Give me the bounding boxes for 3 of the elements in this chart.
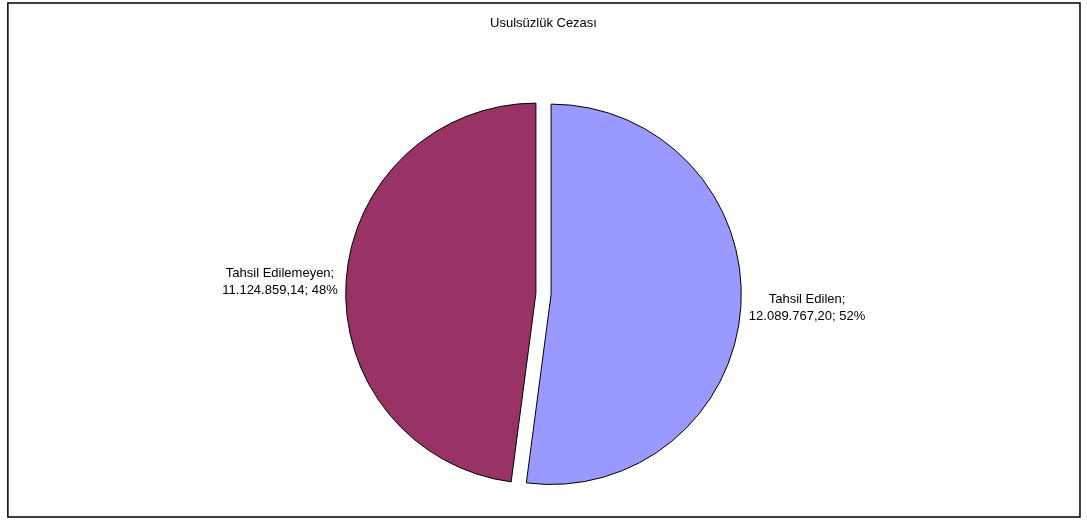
chart-title: Usulsüzlük Cezası — [490, 15, 597, 31]
data-label: Tahsil Edilen; 12.089.767,20; 52% — [748, 290, 866, 323]
data-label: Tahsil Edilemeyen; 11.124.859,14; 48% — [222, 264, 339, 297]
